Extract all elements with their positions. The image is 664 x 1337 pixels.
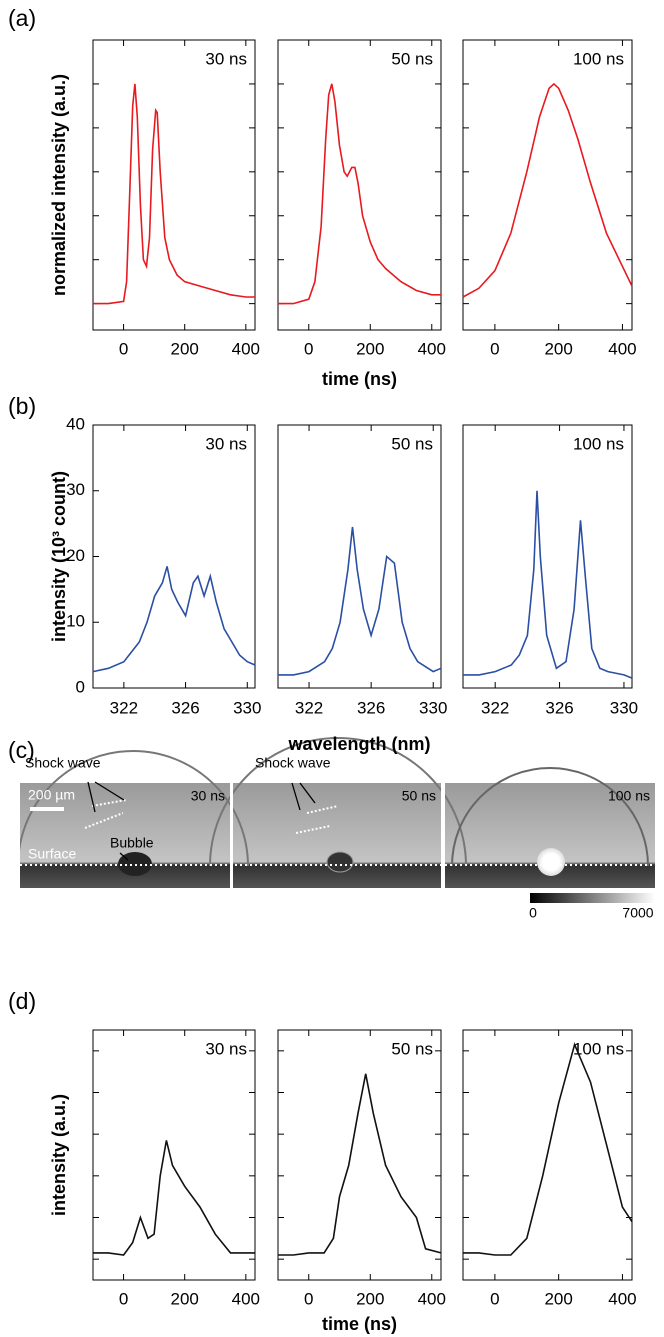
time-label: 50 ns [402, 788, 436, 804]
x-tick-label: 400 [608, 1289, 636, 1308]
x-tick-label: 322 [481, 698, 509, 717]
x-tick-label: 330 [610, 698, 638, 717]
image-panel: Shock wave Shock wave 200 µm 30 ns 50 ns… [0, 738, 664, 921]
x-tick-label: 0 [304, 339, 313, 358]
data-line [278, 526, 442, 676]
x-tick-label: 322 [110, 698, 138, 717]
x-tick-label: 326 [357, 698, 385, 717]
data-line [463, 1042, 633, 1256]
colorbar-label: 0 [529, 905, 537, 921]
y-tick-label: 0 [76, 677, 85, 696]
plot-frame [277, 1029, 442, 1281]
y-tick-label: 30 [66, 480, 85, 499]
shock-front [451, 767, 649, 867]
shock-mark [84, 799, 127, 829]
x-tick-label: 200 [544, 339, 572, 358]
plot-frame [462, 1029, 633, 1281]
x-tick-label: 0 [304, 1289, 313, 1308]
annotation: 100 ns [573, 434, 624, 453]
x-tick-label: 0 [490, 339, 499, 358]
panel-label: (b) [8, 393, 36, 419]
x-tick-label: 400 [418, 1289, 446, 1308]
x-tick-label: 200 [171, 1289, 199, 1308]
annotation: 30 ns [205, 1039, 247, 1058]
annotation: 100 ns [573, 1039, 624, 1058]
data-line [93, 83, 255, 305]
annotation: Shock wave [25, 755, 101, 771]
annotation: 50 ns [391, 434, 433, 453]
data-line [463, 490, 633, 679]
data-line [278, 1073, 442, 1256]
x-tick-label: 330 [233, 698, 261, 717]
x-tick-label: 200 [544, 1289, 572, 1308]
mask [230, 783, 233, 888]
data-line [93, 1140, 255, 1256]
annotation: 50 ns [391, 49, 433, 68]
x-tick-label: 0 [490, 1289, 499, 1308]
x-axis-title: wavelength (nm) [287, 734, 430, 754]
scale-label: 200 µm [28, 787, 75, 803]
plot-frame [92, 39, 256, 331]
panel-label: (c) [8, 737, 35, 763]
arrow [87, 781, 316, 861]
plot-frame [277, 424, 442, 689]
annotation: 100 ns [573, 49, 624, 68]
x-tick-label: 200 [171, 339, 199, 358]
time-label: 30 ns [191, 788, 225, 804]
bubble [537, 848, 565, 876]
x-tick-label: 326 [545, 698, 573, 717]
data-line [278, 83, 441, 305]
shock-mark [295, 805, 339, 834]
x-tick-label: 0 [119, 1289, 128, 1308]
x-tick-label: 200 [356, 339, 384, 358]
annotation: Bubble [110, 835, 154, 851]
x-axis-title: time (ns) [322, 369, 397, 389]
x-tick-label: 0 [119, 339, 128, 358]
panel-label: (a) [8, 5, 36, 31]
data-line [462, 82, 633, 298]
mask [441, 783, 445, 888]
plot-frame [277, 39, 442, 331]
bubble [326, 851, 354, 873]
x-tick-label: 400 [608, 339, 636, 358]
annotation: Surface [28, 846, 76, 862]
shock-front [210, 738, 466, 866]
y-tick-label: 10 [66, 612, 85, 631]
annotation: 30 ns [205, 49, 247, 68]
y-tick-label: 20 [66, 546, 85, 565]
plot-frame [462, 424, 633, 689]
y-tick-label: 40 [66, 414, 85, 433]
y-axis-title: intensity (10³ count) [49, 471, 69, 642]
plot-frame [462, 39, 633, 331]
plot-frame [92, 424, 256, 689]
x-tick-label: 330 [419, 698, 447, 717]
y-axis-title: normalized intensity (a.u.) [49, 74, 69, 296]
x-tick-label: 322 [295, 698, 323, 717]
x-tick-label: 400 [232, 339, 260, 358]
panel-label: (d) [8, 988, 36, 1014]
x-tick-label: 400 [232, 1289, 260, 1308]
mask [0, 783, 20, 888]
plot-frame [92, 1029, 256, 1281]
time-label: 100 ns [608, 788, 650, 804]
data-line [92, 566, 256, 673]
mask [655, 783, 664, 888]
annotation: 50 ns [391, 1039, 433, 1058]
scale-bar [30, 807, 64, 811]
shock-front [17, 750, 249, 867]
annotation: 30 ns [205, 434, 247, 453]
y-axis-title: intensity (a.u.) [49, 1094, 69, 1216]
x-axis-title: time (ns) [322, 1314, 397, 1334]
x-tick-label: 400 [418, 339, 446, 358]
colorbar [530, 893, 655, 903]
x-tick-label: 326 [171, 698, 199, 717]
annotation: Shock wave [255, 755, 331, 771]
colorbar-label: 7000 [622, 905, 653, 921]
x-tick-label: 200 [356, 1289, 384, 1308]
